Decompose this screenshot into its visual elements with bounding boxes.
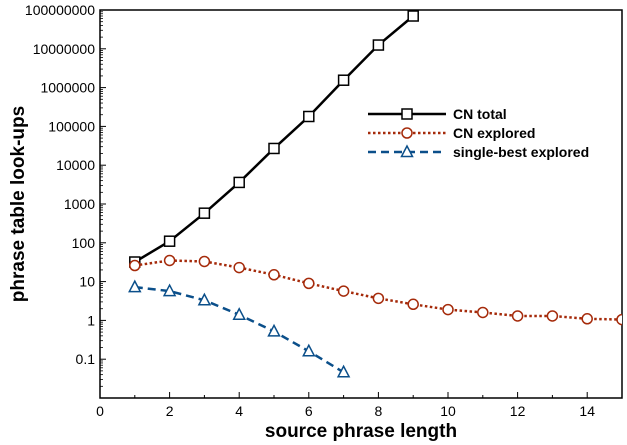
data-point-cn-explored bbox=[616, 313, 622, 326]
series-single-best-explored bbox=[128, 279, 351, 378]
x-tick-label: 8 bbox=[375, 403, 383, 419]
legend: CN total CN explored single-best explored bbox=[368, 106, 589, 160]
series-cn-total bbox=[129, 10, 419, 268]
y-tick-label: 100000 bbox=[48, 118, 95, 134]
x-tick-label: 14 bbox=[579, 403, 595, 419]
data-point-single-best-explored bbox=[197, 292, 212, 306]
series-line-cn-total bbox=[134, 15, 415, 264]
data-point-cn-total bbox=[163, 235, 176, 247]
x-tick-label: 6 bbox=[305, 403, 313, 419]
x-tick-label: 12 bbox=[510, 403, 526, 419]
data-point-single-best-explored bbox=[336, 364, 351, 378]
y-tick-label: 10000 bbox=[56, 157, 95, 173]
data-point-single-best-explored bbox=[162, 283, 177, 297]
data-point-cn-explored bbox=[303, 277, 315, 290]
data-point-cn-explored bbox=[372, 292, 385, 305]
x-tick-label: 10 bbox=[440, 403, 456, 419]
series-line-single-best-explored bbox=[134, 285, 345, 374]
y-tick-label: 1 bbox=[87, 312, 95, 328]
x-tick-label: 0 bbox=[96, 403, 104, 419]
data-point-cn-explored bbox=[268, 269, 280, 281]
data-point-single-best-explored bbox=[128, 279, 142, 293]
data-point-cn-explored bbox=[511, 310, 524, 322]
data-point-cn-total bbox=[372, 39, 385, 51]
y-tick-label: 100000000 bbox=[25, 2, 95, 18]
data-point-single-best-explored bbox=[267, 323, 281, 337]
legend-label-cn-explored: CN explored bbox=[453, 125, 535, 141]
y-axis-label: phrase table look-ups bbox=[8, 106, 29, 302]
legend-label-single-best-explored: single-best explored bbox=[453, 144, 589, 160]
legend-label-cn-total: CN total bbox=[453, 106, 507, 122]
x-axis: 0 2 4 6 8 10 12 14 bbox=[96, 392, 595, 419]
legend-marker-cn-total bbox=[401, 108, 413, 120]
data-point-cn-explored bbox=[198, 255, 211, 268]
data-point-cn-total bbox=[407, 10, 419, 22]
series-cn-explored bbox=[129, 254, 622, 326]
plot-frame bbox=[99, 9, 623, 399]
y-tick-label: 10000000 bbox=[33, 41, 96, 57]
x-tick-label: 2 bbox=[166, 403, 174, 419]
data-point-cn-total bbox=[303, 110, 315, 123]
data-point-single-best-explored bbox=[302, 343, 316, 357]
data-point-cn-explored bbox=[407, 298, 419, 311]
data-point-cn-total bbox=[268, 142, 280, 155]
data-point-cn-total bbox=[233, 176, 245, 189]
data-point-cn-explored bbox=[129, 259, 141, 272]
data-point-cn-explored bbox=[337, 285, 350, 297]
data-point-cn-explored bbox=[581, 313, 593, 325]
data-point-cn-explored bbox=[233, 261, 245, 274]
legend-marker-single-best-explored bbox=[400, 144, 414, 158]
legend-marker-cn-explored bbox=[401, 127, 413, 139]
data-point-single-best-explored bbox=[232, 307, 246, 320]
data-point-cn-explored bbox=[477, 306, 489, 319]
y-tick-label: 1000 bbox=[64, 196, 95, 212]
y-tick-label: 10 bbox=[79, 274, 95, 290]
y-tick-label: 0.1 bbox=[76, 351, 96, 367]
data-point-cn-explored bbox=[442, 303, 454, 316]
series-line-cn-explored bbox=[134, 259, 622, 321]
y-axis: 0.1 1 10 100 1000 10000 100000 1000000 10000000 1… bbox=[25, 2, 106, 387]
data-point-cn-explored bbox=[546, 310, 559, 322]
x-axis-label: source phrase length bbox=[265, 421, 457, 442]
series-layer bbox=[128, 10, 622, 378]
y-tick-label: 100 bbox=[72, 235, 96, 251]
data-point-cn-total bbox=[198, 207, 211, 219]
x-tick-label: 4 bbox=[235, 403, 243, 419]
data-point-cn-total bbox=[337, 74, 350, 86]
y-tick-label: 1000000 bbox=[40, 80, 95, 96]
data-point-cn-explored bbox=[163, 254, 176, 267]
